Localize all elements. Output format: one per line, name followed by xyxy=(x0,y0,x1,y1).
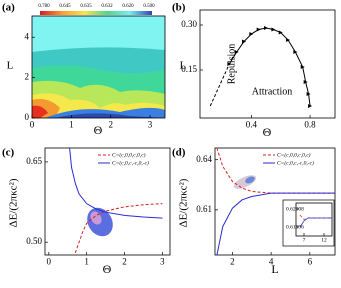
annotation: Repulsion xyxy=(226,44,237,85)
shape-inset xyxy=(245,176,255,184)
x-axis-label: L xyxy=(271,262,278,276)
y-axis-label: ΔE/(2πκc²) xyxy=(8,178,20,227)
x-tick-label: 6 xyxy=(308,256,313,266)
colorbar-label: 0.620 xyxy=(122,4,134,9)
x-tick-label: 7 xyxy=(303,238,306,244)
y-axis-label: L xyxy=(180,60,187,72)
colorbar-label: 0.635 xyxy=(80,4,92,9)
plot-frame xyxy=(44,147,171,256)
plot-frame xyxy=(31,15,166,119)
x-axis-label: Θ xyxy=(103,262,112,276)
series-line xyxy=(69,147,163,219)
x-tick-label: 3 xyxy=(160,256,165,266)
plot-frame xyxy=(199,9,336,119)
y-tick-label: 0.65 xyxy=(26,156,42,166)
y-tick-label: 0.62008 xyxy=(286,206,304,212)
y-tick-label: 0 xyxy=(25,112,30,122)
x-tick-label: 0.8 xyxy=(304,119,316,129)
y-tick-label: 0.61996 xyxy=(286,224,304,230)
series-line xyxy=(216,192,335,256)
marker xyxy=(242,39,247,44)
x-tick-label: 2 xyxy=(108,119,113,129)
colorbar-label: 0.632 xyxy=(101,4,113,9)
y-tick-label: 4 xyxy=(25,31,30,41)
x-tick-label: 12 xyxy=(321,238,327,244)
x-tick-label: 1 xyxy=(69,119,74,129)
plot-frame xyxy=(214,147,336,256)
marker xyxy=(271,27,276,32)
x-tick-label: 2 xyxy=(122,256,127,266)
marker xyxy=(286,38,291,42)
marker xyxy=(256,27,261,32)
marker xyxy=(227,62,232,66)
y-tick-label: 0.15 xyxy=(181,64,197,74)
inset-panel xyxy=(282,199,335,247)
x-tick-label: 3 xyxy=(148,119,153,129)
panel-label: (a) xyxy=(2,2,15,14)
y-axis-label: ΔE/(2πκc²) xyxy=(178,178,190,227)
marker xyxy=(293,50,298,54)
marker xyxy=(308,104,313,108)
x-tick-label: 0.4 xyxy=(246,119,258,129)
x-tick-label: 0 xyxy=(30,119,35,129)
y-axis-label: L xyxy=(7,60,14,72)
panel-label: (b) xyxy=(172,2,186,14)
y-tick-label: 0.61 xyxy=(196,204,212,214)
contour-map xyxy=(32,16,165,118)
panel-label: (d) xyxy=(172,147,186,159)
x-axis-label: Θ xyxy=(94,123,103,137)
series-line xyxy=(74,203,163,254)
x-axis-label: Θ xyxy=(263,125,272,139)
y-tick-label: 0.64 xyxy=(196,154,212,164)
series-line xyxy=(209,63,230,107)
x-tick-label: 0 xyxy=(47,256,52,266)
panel-label: (c) xyxy=(2,147,15,159)
series-line xyxy=(299,217,332,228)
legend-label: C=(c,0,0,c,0,c) xyxy=(112,151,146,158)
marker xyxy=(300,65,305,69)
x-tick-label: 1 xyxy=(84,256,89,266)
marker xyxy=(264,26,269,30)
legend-label: C=(c,0,c,-c,0,-c) xyxy=(277,159,314,166)
marker xyxy=(234,50,239,54)
marker xyxy=(278,30,283,35)
marker xyxy=(306,92,311,96)
colorbar-label: 0.645 xyxy=(59,4,71,9)
marker xyxy=(249,32,254,36)
series-line xyxy=(228,27,311,107)
colorbar xyxy=(40,11,152,15)
marker xyxy=(303,80,308,84)
colorbar-label: 0.500 xyxy=(143,4,155,9)
colorbar-label: 0.780 xyxy=(38,4,50,9)
y-tick-label: 0.30 xyxy=(181,19,197,29)
x-tick-label: 4 xyxy=(269,256,274,266)
legend-label: C=(c,0,c,-c,0,-c) xyxy=(112,159,149,166)
annotation: Attraction xyxy=(252,86,293,97)
y-tick-label: 0.50 xyxy=(26,236,42,246)
legend-label: C=(c,0,0,c,0,c) xyxy=(277,151,311,158)
plot-frame xyxy=(295,202,333,237)
y-tick-label: 2 xyxy=(25,72,30,82)
x-tick-label: 2 xyxy=(230,256,235,266)
